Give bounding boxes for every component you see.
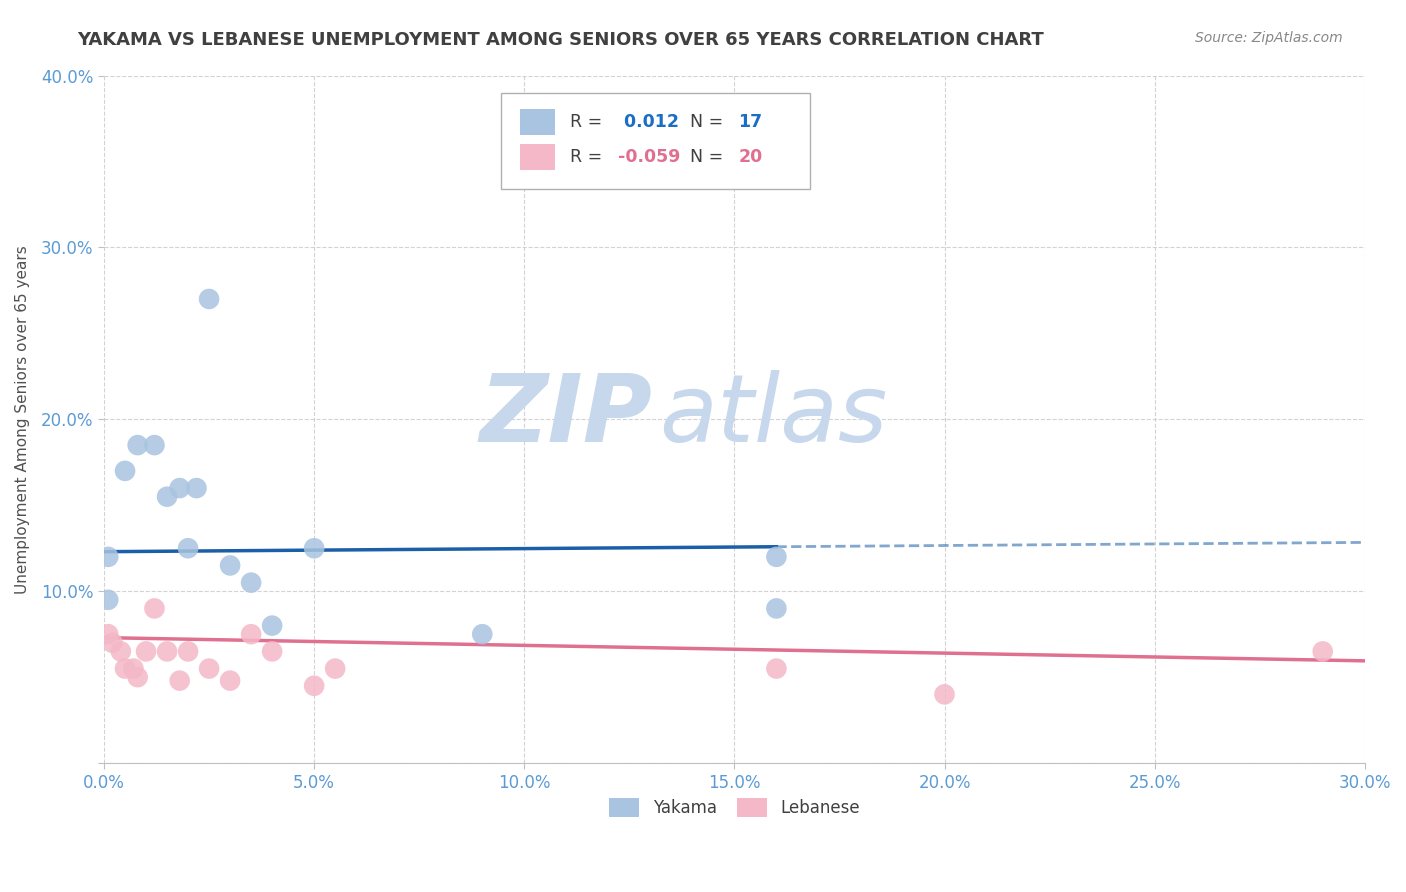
Point	[156, 644, 179, 658]
Point	[169, 481, 191, 495]
Point	[765, 549, 787, 564]
Text: 20: 20	[738, 148, 762, 166]
Point	[765, 601, 787, 615]
Text: R =: R =	[571, 148, 609, 166]
Point	[240, 627, 263, 641]
Point	[240, 575, 263, 590]
Point	[135, 644, 157, 658]
FancyBboxPatch shape	[501, 93, 810, 189]
Text: atlas: atlas	[659, 370, 887, 461]
Point	[219, 673, 242, 688]
Point	[1312, 644, 1334, 658]
Text: N =: N =	[690, 148, 730, 166]
Point	[765, 662, 787, 676]
Point	[97, 549, 120, 564]
Point	[198, 662, 221, 676]
Point	[143, 601, 166, 615]
Point	[177, 541, 200, 556]
Point	[262, 644, 284, 658]
Point	[198, 292, 221, 306]
Point	[262, 618, 284, 632]
Point	[127, 438, 149, 452]
Point	[114, 662, 136, 676]
Text: 0.012: 0.012	[619, 113, 679, 131]
Point	[110, 644, 132, 658]
Legend: Yakama, Lebanese: Yakama, Lebanese	[603, 791, 866, 823]
Text: N =: N =	[690, 113, 730, 131]
Point	[156, 490, 179, 504]
Point	[97, 592, 120, 607]
Point	[127, 670, 149, 684]
Text: YAKAMA VS LEBANESE UNEMPLOYMENT AMONG SENIORS OVER 65 YEARS CORRELATION CHART: YAKAMA VS LEBANESE UNEMPLOYMENT AMONG SE…	[77, 31, 1045, 49]
FancyBboxPatch shape	[520, 109, 555, 136]
FancyBboxPatch shape	[520, 144, 555, 169]
Text: ZIP: ZIP	[479, 370, 652, 462]
Text: Source: ZipAtlas.com: Source: ZipAtlas.com	[1195, 31, 1343, 45]
Point	[471, 627, 494, 641]
Text: -0.059: -0.059	[619, 148, 681, 166]
Point	[177, 644, 200, 658]
Point	[302, 679, 325, 693]
Point	[122, 662, 145, 676]
Point	[323, 662, 346, 676]
Point	[169, 673, 191, 688]
Text: R =: R =	[571, 113, 609, 131]
Text: 17: 17	[738, 113, 762, 131]
Point	[101, 636, 124, 650]
Point	[186, 481, 208, 495]
Point	[114, 464, 136, 478]
Point	[302, 541, 325, 556]
Point	[219, 558, 242, 573]
Point	[143, 438, 166, 452]
Point	[934, 687, 956, 701]
Y-axis label: Unemployment Among Seniors over 65 years: Unemployment Among Seniors over 65 years	[15, 245, 30, 594]
Point	[97, 627, 120, 641]
